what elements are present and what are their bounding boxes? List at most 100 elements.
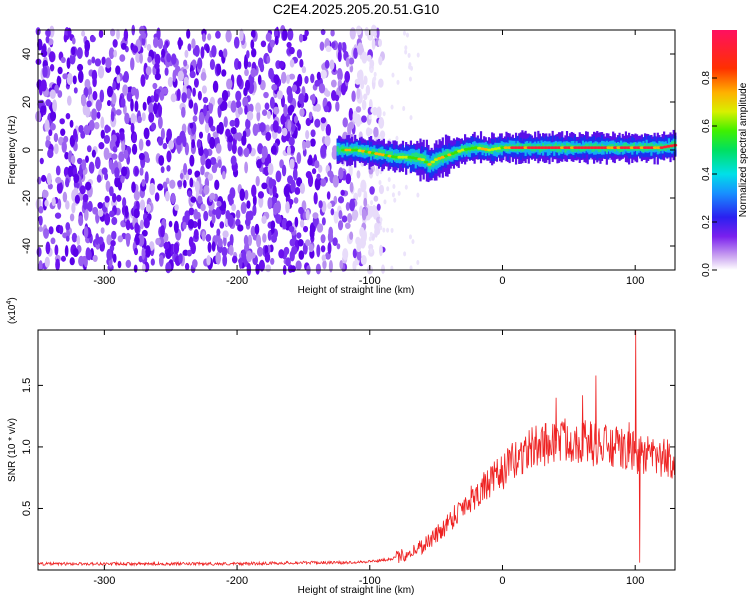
spectrogram-cell: [270, 257, 275, 265]
spectrogram-cell: [219, 102, 226, 112]
spectrogram-cell: [252, 123, 259, 136]
spectrogram-cell: [160, 166, 165, 174]
spectrogram-ridge-peak: [470, 146, 475, 150]
spectrogram-cell: [282, 127, 288, 137]
spectrogram-cell: [289, 238, 296, 247]
spectrogram-ridge-peak: [341, 148, 346, 152]
spectrogram-cell: [190, 196, 197, 203]
spectrogram-x-tick-label: -100: [359, 275, 381, 287]
svg-text:(x104): (x104): [6, 297, 18, 324]
spectrogram-cell: [145, 66, 152, 76]
spectrogram-cell: [304, 140, 311, 149]
spectrogram-ridge-peak: [613, 146, 618, 150]
spectrogram-cell: [54, 244, 59, 256]
spectrogram-cell: [153, 93, 159, 103]
spectrogram-cell: [215, 143, 222, 154]
spectrogram-cell: [409, 115, 413, 121]
spectrogram-cell: [116, 74, 121, 84]
spectrogram-cell: [158, 155, 165, 166]
spectrogram-cell: [165, 251, 172, 259]
spectrogram-cell: [73, 187, 79, 196]
spectrogram-cell: [245, 118, 251, 130]
spectrogram-cell: [70, 155, 76, 165]
spectrogram-ridge-peak: [357, 149, 363, 153]
spectrogram-ridge-peak: [440, 155, 445, 159]
spectrogram-ridge-peak: [380, 153, 386, 157]
spectrogram-cell: [407, 52, 411, 58]
spectrogram-ridge-peak: [400, 155, 406, 159]
spectrogram-cell: [120, 42, 127, 50]
spectrogram-cell: [160, 127, 165, 140]
spectrogram-ridge-peak: [576, 146, 581, 150]
spectrogram-cell: [335, 101, 340, 112]
spectrogram-ridge-cell: [492, 144, 495, 152]
spectrogram-cell: [316, 71, 322, 81]
spectrogram-cell: [237, 146, 243, 157]
spectrogram-cell: [124, 205, 129, 218]
spectrogram-y-tick-label: 20: [21, 96, 33, 108]
spectrogram-cell: [339, 260, 344, 270]
spectrogram-cell: [250, 67, 257, 78]
spectrogram-cell: [177, 37, 182, 50]
spectrogram-ridge-cell: [559, 145, 562, 153]
spectrogram-cell: [378, 117, 385, 129]
spectrogram-cell: [304, 29, 309, 38]
spectrogram-cell: [222, 48, 228, 58]
spectrogram-cell: [337, 49, 342, 63]
spectrogram-cell: [71, 232, 78, 243]
spectrogram-cell: [183, 179, 187, 189]
spectrogram-cell: [338, 209, 343, 220]
spectrogram-cell: [368, 243, 374, 251]
spectrogram-cell: [283, 185, 290, 198]
spectrogram-cell: [256, 158, 262, 169]
spectrogram-ridge-peak: [483, 148, 489, 151]
spectrogram-cell: [257, 57, 264, 69]
spectrogram-cell: [133, 208, 140, 219]
spectrogram-ridge-cell: [336, 146, 339, 152]
snr-frame: [37, 329, 676, 571]
spectrogram-cell: [390, 104, 394, 110]
spectrogram-ridge-cell: [497, 147, 500, 153]
spectrogram-cell: [230, 126, 237, 135]
spectrogram-cell: [130, 113, 136, 125]
spectrogram-cell: [390, 265, 394, 271]
spectrogram-cell: [148, 102, 154, 115]
spectrogram-cell: [246, 263, 252, 276]
spectrogram-cell: [351, 209, 359, 220]
spectrogram-ridge-cell: [526, 143, 529, 150]
spectrogram-cell: [320, 245, 326, 253]
spectrogram-cell: [287, 90, 293, 104]
spectrogram-cell: [60, 255, 66, 262]
spectrogram-cell: [315, 263, 321, 275]
spectrogram-cell: [257, 246, 264, 257]
spectrogram-cell: [106, 85, 114, 98]
spectrogram-cell: [305, 239, 311, 247]
spectrogram-ridge-peak: [540, 146, 545, 150]
spectrogram-ridge-cell: [339, 147, 342, 152]
spectrogram-cell: [302, 225, 309, 233]
colorbar-tick-label: 0.0: [701, 263, 712, 277]
spectrogram-ridge-cell: [370, 151, 373, 157]
spectrogram-ridge-cell: [403, 153, 406, 159]
spectrogram-ridge-cell: [363, 147, 366, 153]
spectrogram-cell: [211, 45, 217, 58]
spectrogram-cell: [217, 238, 223, 248]
spectrogram-ridge-peak: [364, 150, 369, 154]
snr-y-multiplier: (x104): [6, 297, 18, 324]
spectrogram-ridge-cell: [390, 151, 393, 159]
spectrogram-cell: [162, 181, 168, 189]
spectrogram-cell: [85, 155, 89, 163]
spectrogram-cell: [292, 168, 298, 181]
spectrogram-cell: [189, 122, 194, 129]
spectrogram-cell: [324, 90, 331, 97]
spectrogram-cell: [247, 234, 253, 247]
spectrogram-cell: [111, 230, 117, 240]
spectrogram-cell: [139, 219, 144, 230]
spectrogram-cell: [125, 259, 132, 269]
spectrogram-ridge-peak: [407, 155, 412, 159]
spectrogram-cell: [342, 42, 347, 54]
spectrogram-cell: [241, 249, 247, 263]
spectrogram-cell: [320, 29, 326, 36]
spectrogram-cell: [200, 165, 205, 176]
spectrogram-cell: [369, 231, 373, 237]
